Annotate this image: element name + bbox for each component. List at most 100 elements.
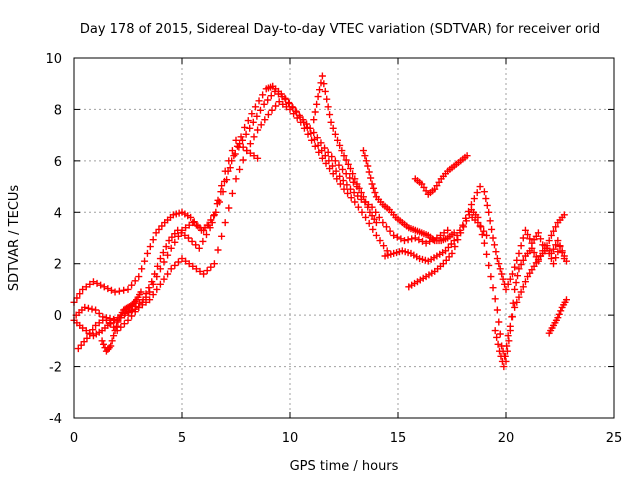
data-point (311, 142, 319, 150)
data-point (86, 280, 94, 288)
data-point (104, 285, 112, 293)
data-point (82, 283, 90, 291)
data-point (415, 236, 423, 244)
data-point (199, 237, 207, 245)
data-point (323, 95, 331, 103)
data-point (251, 103, 259, 111)
data-point (271, 87, 279, 95)
data-point (502, 285, 510, 293)
data-point (95, 319, 103, 327)
data-point (506, 322, 514, 330)
data-point (243, 147, 251, 155)
data-point (171, 261, 179, 269)
data-point (202, 231, 210, 239)
data-point (515, 293, 523, 301)
data-point (210, 260, 218, 268)
series-satellite-track-12 (480, 188, 568, 293)
grid-layer (74, 58, 614, 418)
data-point (554, 237, 562, 245)
data-point (249, 118, 257, 126)
series-satellite-track-2 (70, 87, 452, 340)
data-point (370, 184, 378, 192)
data-point (498, 357, 506, 365)
data-point (86, 330, 94, 338)
data-point (188, 237, 196, 245)
data-point (493, 255, 501, 263)
data-point (547, 255, 555, 263)
data-point (436, 231, 444, 239)
data-point (232, 175, 240, 183)
data-point (495, 318, 503, 326)
data-point (379, 219, 387, 227)
data-point (167, 265, 175, 273)
data-point (364, 162, 372, 170)
data-point (543, 244, 551, 252)
data-point (483, 201, 491, 209)
data-point (149, 291, 157, 299)
data-point (558, 247, 566, 255)
data-point (259, 91, 267, 99)
data-point (214, 246, 222, 254)
data-point (82, 327, 90, 335)
data-point (344, 160, 352, 168)
data-point (380, 242, 388, 250)
data-point (552, 254, 560, 262)
data-layer (70, 72, 570, 371)
data-point (217, 188, 225, 196)
data-point (519, 234, 527, 242)
data-point (545, 249, 553, 257)
data-point (506, 275, 514, 283)
series-satellite-track-10 (411, 152, 471, 198)
data-point (560, 211, 568, 219)
data-point (207, 216, 215, 224)
data-point (554, 314, 562, 322)
data-point (120, 286, 128, 294)
data-point (171, 238, 179, 246)
data-point (495, 260, 503, 268)
data-point (274, 90, 282, 98)
data-point (195, 244, 203, 252)
data-point (371, 189, 379, 197)
data-point (491, 295, 499, 303)
data-point (486, 217, 494, 225)
data-point (278, 93, 286, 101)
data-point (365, 219, 373, 227)
data-point (246, 140, 254, 148)
data-point (383, 247, 391, 255)
data-point (550, 260, 558, 268)
data-point (237, 133, 245, 141)
data-point (228, 189, 236, 197)
data-point (476, 183, 484, 191)
data-point (470, 195, 478, 203)
data-point (512, 279, 520, 287)
data-point (526, 235, 534, 243)
data-point (496, 265, 504, 273)
data-point (557, 307, 565, 315)
data-point (182, 224, 190, 232)
data-point (242, 130, 250, 138)
y-axis-label: SDTVAR / TECUs (7, 185, 22, 292)
data-point (344, 189, 352, 197)
data-point (318, 72, 326, 80)
data-point (490, 241, 498, 249)
data-point (308, 136, 316, 144)
data-point (160, 275, 168, 283)
data-point (505, 337, 513, 345)
data-point (196, 224, 204, 232)
data-point (159, 249, 167, 257)
data-point (203, 267, 211, 275)
data-point (473, 189, 481, 197)
data-point (342, 170, 350, 178)
data-point (335, 161, 343, 169)
data-point (365, 168, 373, 176)
data-point (300, 124, 308, 132)
y-tick-label: 6 (54, 155, 62, 170)
data-point (504, 332, 512, 340)
data-point (316, 86, 324, 94)
data-point (200, 270, 208, 278)
data-point (369, 225, 377, 233)
data-point (463, 152, 471, 160)
data-point (462, 217, 470, 225)
data-point (108, 337, 116, 345)
data-point (135, 303, 143, 311)
